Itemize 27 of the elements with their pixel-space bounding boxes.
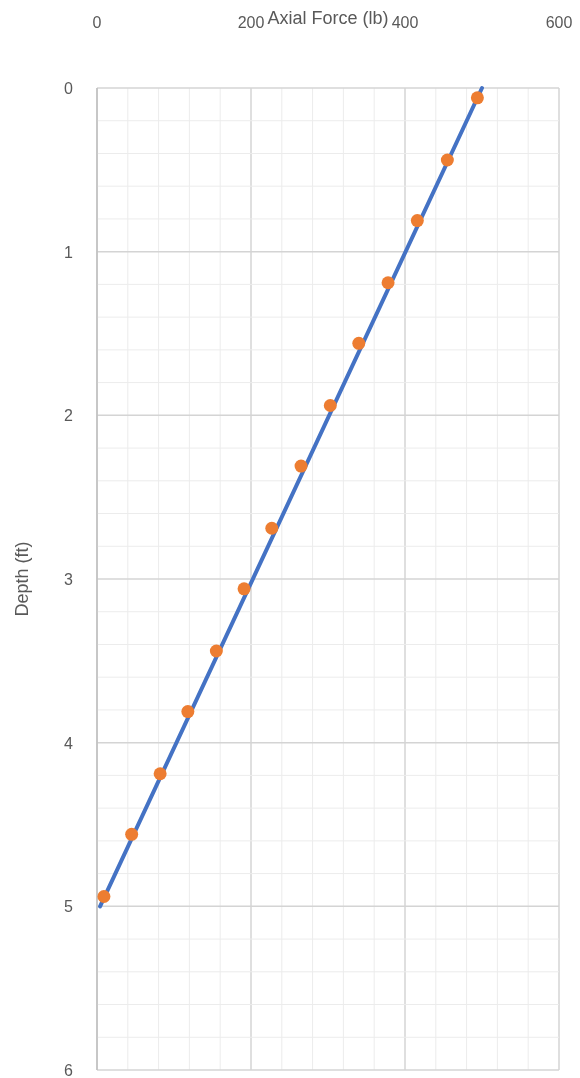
x-tick-label: 600 [545, 14, 573, 31]
x-axis-title: Axial Force (lb) [267, 8, 389, 28]
y-tick-label: 6 [64, 1062, 74, 1078]
point [352, 336, 366, 350]
point [237, 582, 251, 596]
y-tick-label: 0 [64, 80, 74, 97]
point [125, 827, 139, 841]
x-tick-label: 0 [92, 14, 102, 31]
x-tick-label: 200 [237, 14, 265, 31]
x-tick-label: 400 [391, 14, 419, 31]
y-tick-label: 3 [64, 571, 74, 588]
point [97, 890, 111, 904]
point [440, 153, 454, 167]
y-tick-label: 2 [64, 407, 74, 425]
point [153, 767, 167, 781]
point [294, 459, 308, 473]
y-tick-label: 1 [64, 243, 74, 261]
point [323, 399, 337, 413]
point [209, 644, 223, 658]
point [181, 705, 195, 719]
point [265, 521, 279, 535]
y-axis-title: Depth (ft) [12, 541, 32, 617]
point [410, 214, 424, 228]
y-tick-label: 5 [64, 898, 74, 916]
point [381, 276, 395, 290]
point [470, 91, 484, 105]
y-tick-label: 4 [64, 734, 74, 752]
